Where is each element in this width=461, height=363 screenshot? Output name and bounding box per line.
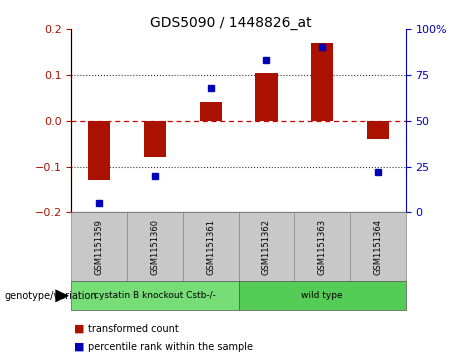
Bar [71, 212, 127, 281]
Text: GSM1151363: GSM1151363 [318, 219, 327, 275]
Bar [350, 212, 406, 281]
Bar [144, 121, 166, 158]
Text: transformed count: transformed count [88, 323, 178, 334]
Bar [88, 121, 111, 180]
Bar [311, 43, 333, 121]
Text: ■: ■ [74, 342, 84, 352]
Bar [127, 212, 183, 281]
Text: wild type: wild type [301, 291, 343, 300]
Text: GSM1151364: GSM1151364 [373, 219, 382, 275]
Bar [238, 281, 406, 310]
Text: ■: ■ [74, 323, 84, 334]
Text: GSM1151361: GSM1151361 [206, 219, 215, 275]
Bar [294, 212, 350, 281]
Bar [366, 121, 389, 139]
Bar [255, 73, 278, 121]
Bar [200, 102, 222, 121]
Text: GSM1151359: GSM1151359 [95, 219, 104, 275]
Text: percentile rank within the sample: percentile rank within the sample [88, 342, 253, 352]
Text: cystatin B knockout Cstb-/-: cystatin B knockout Cstb-/- [94, 291, 216, 300]
Bar [71, 281, 239, 310]
Bar [183, 212, 238, 281]
Text: GSM1151360: GSM1151360 [150, 219, 160, 275]
Text: genotype/variation: genotype/variation [5, 291, 97, 301]
Bar [238, 212, 294, 281]
Text: GSM1151362: GSM1151362 [262, 219, 271, 275]
Text: GDS5090 / 1448826_at: GDS5090 / 1448826_at [150, 16, 311, 30]
Polygon shape [55, 289, 69, 302]
